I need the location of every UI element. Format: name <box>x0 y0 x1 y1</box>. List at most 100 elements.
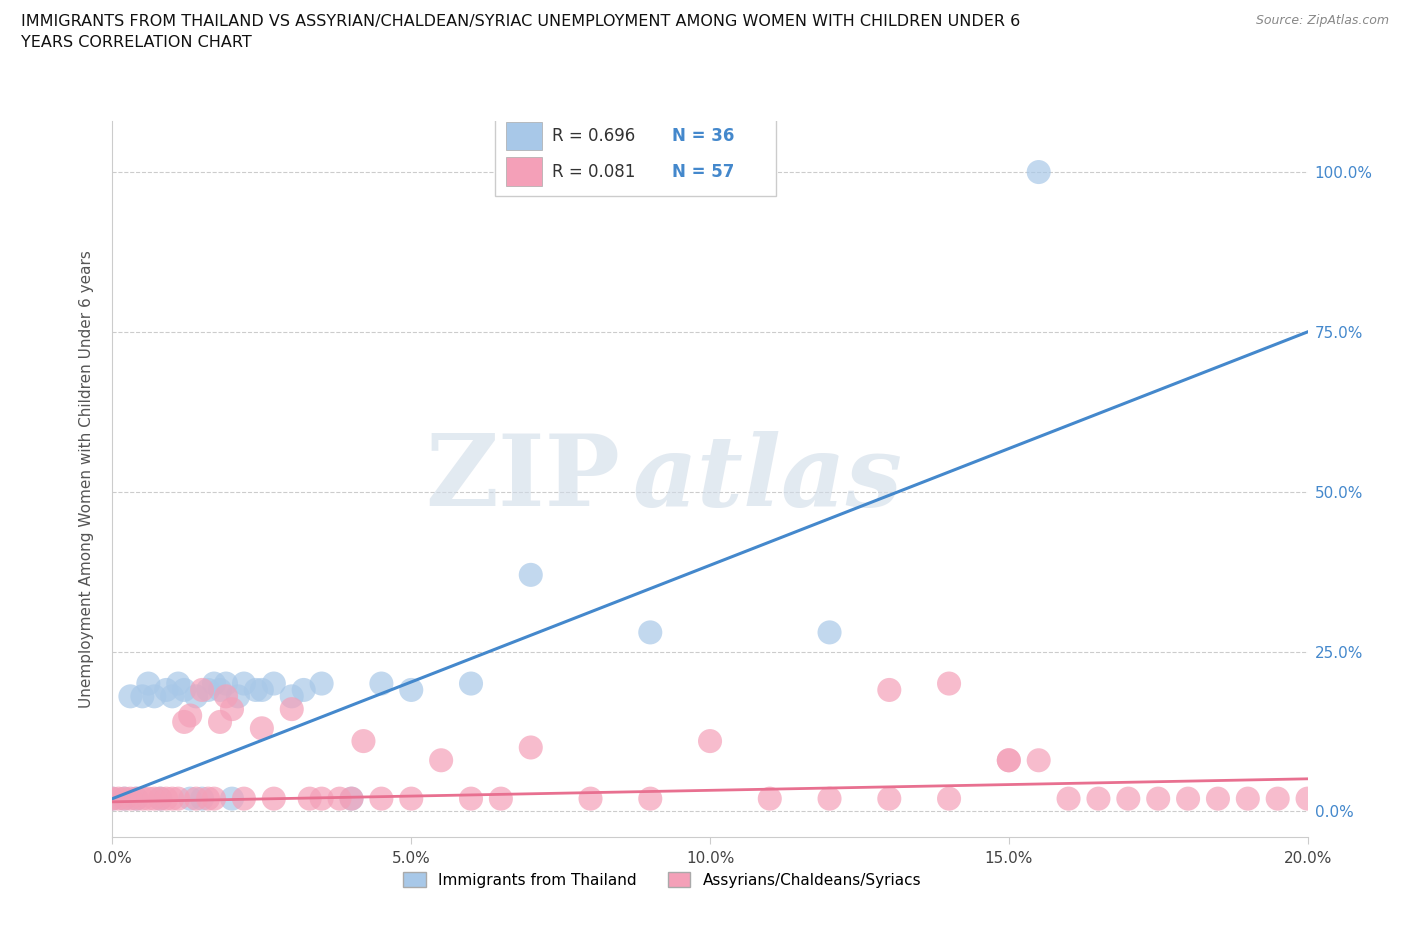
Point <box>173 683 195 698</box>
Point <box>215 676 238 691</box>
Point <box>1057 791 1080 806</box>
Text: atlas: atlas <box>633 431 903 527</box>
Point <box>125 791 148 806</box>
Point <box>120 689 142 704</box>
FancyBboxPatch shape <box>506 122 541 151</box>
Point <box>209 683 232 698</box>
Point <box>1177 791 1199 806</box>
Point <box>202 676 225 691</box>
Point <box>938 791 960 806</box>
FancyBboxPatch shape <box>506 157 541 186</box>
Point <box>149 791 172 806</box>
Point <box>311 676 333 691</box>
Point <box>101 791 124 806</box>
Point <box>879 683 901 698</box>
Point <box>401 791 423 806</box>
Point <box>520 740 543 755</box>
Point <box>215 689 238 704</box>
Text: R = 0.696: R = 0.696 <box>553 126 636 145</box>
Point <box>138 791 160 806</box>
FancyBboxPatch shape <box>495 113 776 196</box>
Point <box>1028 753 1050 768</box>
Point <box>1147 791 1170 806</box>
Point <box>155 683 177 698</box>
Point <box>131 791 153 806</box>
Point <box>202 791 225 806</box>
Point <box>579 791 602 806</box>
Point <box>340 791 363 806</box>
Point <box>281 689 304 704</box>
Point <box>460 791 482 806</box>
Point <box>233 791 256 806</box>
Point <box>179 708 201 723</box>
Point <box>263 676 285 691</box>
Point <box>155 791 177 806</box>
Point <box>245 683 267 698</box>
Point <box>209 714 232 729</box>
Point <box>1028 165 1050 179</box>
Point <box>221 702 243 717</box>
Point <box>1118 791 1140 806</box>
Point <box>329 791 352 806</box>
Text: IMMIGRANTS FROM THAILAND VS ASSYRIAN/CHALDEAN/SYRIAC UNEMPLOYMENT AMONG WOMEN WI: IMMIGRANTS FROM THAILAND VS ASSYRIAN/CHA… <box>21 14 1021 50</box>
Point <box>162 689 183 704</box>
Point <box>186 791 208 806</box>
Point <box>818 625 841 640</box>
Point <box>489 791 512 806</box>
Point <box>699 734 721 749</box>
Point <box>430 753 453 768</box>
Point <box>1267 791 1289 806</box>
Point <box>998 753 1021 768</box>
Point <box>233 676 256 691</box>
Point <box>292 683 315 698</box>
Text: Source: ZipAtlas.com: Source: ZipAtlas.com <box>1256 14 1389 27</box>
Point <box>250 683 273 698</box>
Point <box>1087 791 1109 806</box>
Point <box>107 791 129 806</box>
Point <box>818 791 841 806</box>
Point <box>938 676 960 691</box>
Point <box>125 791 148 806</box>
Point <box>101 791 124 806</box>
Point <box>143 791 166 806</box>
Y-axis label: Unemployment Among Women with Children Under 6 years: Unemployment Among Women with Children U… <box>79 250 94 708</box>
Point <box>640 625 662 640</box>
Point <box>370 791 392 806</box>
Point <box>197 683 219 698</box>
Point <box>520 567 543 582</box>
Text: ZIP: ZIP <box>426 431 620 527</box>
Point <box>149 791 172 806</box>
Point <box>131 689 153 704</box>
Point <box>191 791 214 806</box>
Point <box>221 791 243 806</box>
Point <box>191 683 214 698</box>
Point <box>460 676 482 691</box>
Point <box>167 791 190 806</box>
Point <box>311 791 333 806</box>
Point <box>1237 791 1260 806</box>
Point <box>120 791 142 806</box>
Point <box>879 791 901 806</box>
Point <box>353 734 375 749</box>
Text: N = 36: N = 36 <box>672 126 734 145</box>
Point <box>226 689 249 704</box>
Point <box>179 791 201 806</box>
Text: R = 0.081: R = 0.081 <box>553 163 636 180</box>
Point <box>173 714 195 729</box>
Point <box>1296 791 1319 806</box>
Text: N = 57: N = 57 <box>672 163 734 180</box>
Point <box>186 689 208 704</box>
Point <box>281 702 304 717</box>
Point <box>998 753 1021 768</box>
Point <box>167 676 190 691</box>
Point <box>263 791 285 806</box>
Point <box>640 791 662 806</box>
Point <box>370 676 392 691</box>
Point <box>401 683 423 698</box>
Point <box>340 791 363 806</box>
Point <box>138 676 160 691</box>
Point <box>250 721 273 736</box>
Point <box>143 689 166 704</box>
Point <box>162 791 183 806</box>
Point <box>298 791 321 806</box>
